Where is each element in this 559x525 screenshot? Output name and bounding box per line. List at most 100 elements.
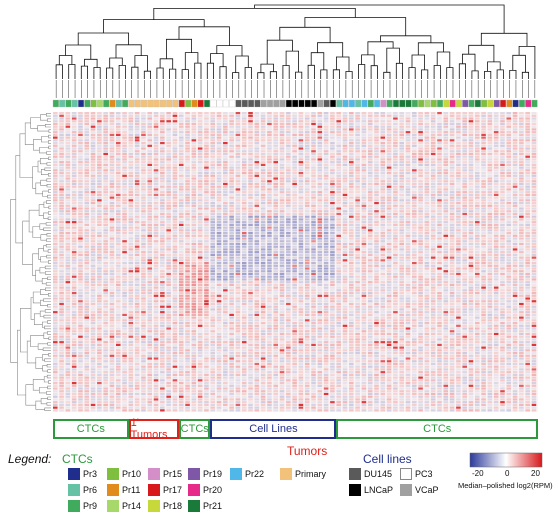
heatmap-cell xyxy=(462,253,467,256)
heatmap-cell xyxy=(374,122,379,126)
heatmap-cell xyxy=(449,270,455,273)
heatmap-cell xyxy=(349,166,354,169)
heatmap-cell xyxy=(141,152,146,156)
heatmap-cell xyxy=(147,229,153,232)
heatmap-cell xyxy=(172,155,178,158)
heatmap-cell xyxy=(185,202,190,205)
heatmap-cell xyxy=(260,272,266,276)
heatmap-cell xyxy=(279,185,285,188)
heatmap-cell xyxy=(84,128,90,131)
heatmap-cell xyxy=(380,270,386,273)
heatmap-cell xyxy=(531,136,537,139)
heatmap-cell xyxy=(443,142,449,145)
heatmap-cell xyxy=(248,237,253,240)
heatmap-cell xyxy=(141,237,146,240)
heatmap-cell xyxy=(65,286,71,289)
heatmap-cell xyxy=(216,226,222,229)
heatmap-cell xyxy=(153,131,159,134)
heatmap-cell xyxy=(525,267,530,270)
heatmap-cell xyxy=(109,125,115,128)
heatmap-cell xyxy=(286,245,291,248)
heatmap-cell xyxy=(185,204,190,207)
heatmap-cell xyxy=(531,253,537,256)
heatmap-cell xyxy=(204,120,209,123)
heatmap-cell xyxy=(254,234,260,237)
heatmap-cell xyxy=(349,278,354,281)
heatmap-cell xyxy=(493,114,499,117)
heatmap-cell xyxy=(103,283,108,286)
heatmap-cell xyxy=(134,270,140,273)
heatmap-cell xyxy=(393,169,398,172)
heatmap-cell xyxy=(235,251,241,254)
heatmap-cell xyxy=(235,193,241,196)
heatmap-cell xyxy=(235,185,241,188)
heatmap-cell xyxy=(115,166,121,169)
heatmap-cell xyxy=(462,174,467,177)
heatmap-cell xyxy=(65,240,71,243)
heatmap-cell xyxy=(59,226,64,229)
heatmap-cell xyxy=(109,278,115,281)
heatmap-cell xyxy=(185,253,190,256)
heatmap-cell xyxy=(443,182,449,186)
heatmap-cell xyxy=(506,248,512,251)
heatmap-cell xyxy=(122,242,127,246)
heatmap-cell xyxy=(178,117,184,120)
heatmap-cell xyxy=(235,150,241,153)
heatmap-cell xyxy=(197,248,203,251)
heatmap-cell xyxy=(500,245,505,248)
heatmap-cell xyxy=(260,212,266,216)
heatmap-cell xyxy=(512,199,518,202)
heatmap-cell xyxy=(153,232,159,235)
heatmap-cell xyxy=(317,144,323,147)
heatmap-cell xyxy=(424,207,430,210)
heatmap-cell xyxy=(235,131,241,134)
heatmap-cell xyxy=(65,226,71,229)
heatmap-cell xyxy=(468,150,474,153)
heatmap-cell xyxy=(443,163,449,166)
heatmap-cell xyxy=(147,253,153,256)
heatmap-cell xyxy=(84,196,90,199)
heatmap-cell xyxy=(147,169,153,172)
heatmap-cell xyxy=(166,161,171,164)
heatmap-cell xyxy=(531,193,537,196)
heatmap-cell xyxy=(97,147,102,150)
heatmap-cell xyxy=(500,283,505,286)
heatmap-cell xyxy=(241,117,247,120)
heatmap-cell xyxy=(197,267,203,270)
heatmap-cell xyxy=(330,172,335,175)
heatmap-cell xyxy=(166,210,171,213)
heatmap-cell xyxy=(115,210,121,213)
heatmap-cell xyxy=(279,177,285,180)
heatmap-cell xyxy=(254,215,260,218)
heatmap-cell xyxy=(134,139,140,142)
heatmap-cell xyxy=(153,234,159,237)
heatmap-cell xyxy=(418,142,423,145)
heatmap-cell xyxy=(449,204,455,207)
heatmap-cell xyxy=(487,169,493,172)
heatmap-cell xyxy=(468,234,474,237)
heatmap-cell xyxy=(468,177,474,180)
heatmap-cell xyxy=(349,218,354,221)
heatmap-cell xyxy=(185,281,190,284)
heatmap-cell xyxy=(443,253,449,256)
heatmap-cell xyxy=(475,166,480,169)
heatmap-cell xyxy=(153,237,159,240)
heatmap-cell xyxy=(399,262,404,265)
heatmap-cell xyxy=(241,188,247,191)
heatmap-cell xyxy=(506,275,512,278)
heatmap-cell xyxy=(317,210,323,213)
heatmap-cell xyxy=(65,158,71,161)
heatmap-cell xyxy=(412,180,417,183)
heatmap-cell xyxy=(267,207,272,210)
heatmap-cell xyxy=(59,128,64,131)
heatmap-cell xyxy=(78,166,83,169)
heatmap-cell xyxy=(449,221,455,224)
heatmap-cell xyxy=(115,229,121,232)
heatmap-cell xyxy=(166,218,171,221)
heatmap-cell xyxy=(210,215,216,218)
heatmap-cell xyxy=(393,196,398,199)
heatmap-cell xyxy=(412,139,417,142)
heatmap-cell xyxy=(84,150,90,153)
heatmap-cell xyxy=(468,188,474,191)
heatmap-cell xyxy=(223,229,228,232)
